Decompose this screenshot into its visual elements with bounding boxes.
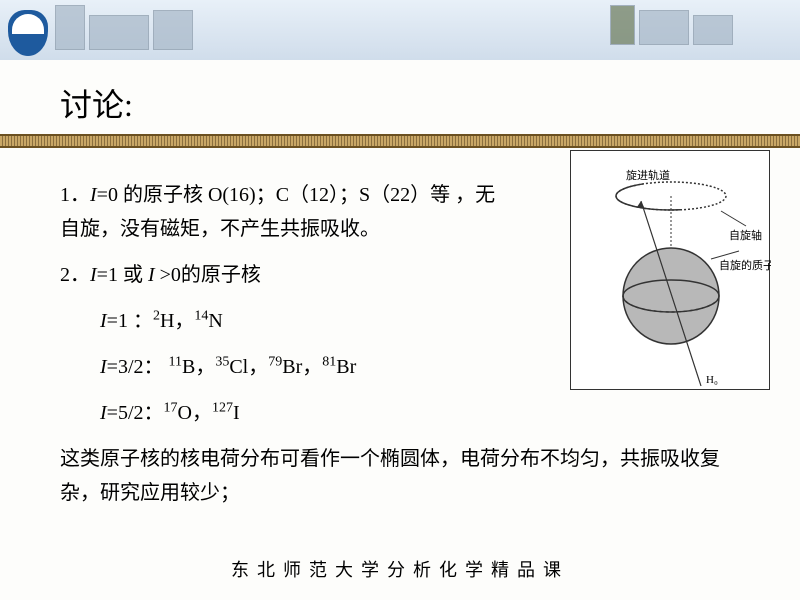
conclusion-text: 这类原子核的核电荷分布可看作一个椭圆体，电荷分布不均匀，共振吸收复杂，研究应用较… — [60, 442, 740, 510]
slide-content: 讨论: 1．I=0 的原子核 O(16)；C（12）；S（22）等 ，无自旋，没… — [0, 60, 800, 510]
slide-header — [0, 0, 800, 60]
point-2-intro: 2．I=1 或 I >0的原子核 — [60, 258, 500, 292]
precession-diagram: 旋进轨道 自旋轴 自旋的质子 H₀ — [570, 150, 770, 390]
point-2-line-2: I=3/2： 11B，35Cl，79Br，81Br — [60, 350, 500, 384]
point-1: 1．I=0 的原子核 O(16)；C（12）；S（22）等 ，无自旋，没有磁矩，… — [60, 178, 500, 246]
diagram-label-field: H₀ — [706, 374, 718, 386]
header-building-left — [55, 5, 235, 55]
university-logo — [8, 10, 48, 50]
point-2-line-3: I=5/2：17O，127I — [60, 396, 500, 430]
slide-title: 讨论: — [60, 80, 750, 126]
point-2-line-1: I=1 ：2H，14N — [60, 304, 500, 338]
body-text: 1．I=0 的原子核 O(16)；C（12）；S（22）等 ，无自旋，没有磁矩，… — [60, 178, 500, 430]
slide-footer: 东北师范大学分析化学精品课 — [0, 556, 800, 582]
diagram-label-axis: 自旋轴 — [729, 228, 762, 242]
diagram-label-proton: 自旋的质子 — [719, 258, 771, 272]
diagram-label-orbit: 旋进轨道 — [626, 168, 670, 182]
decorative-divider — [0, 134, 800, 148]
header-building-right — [610, 5, 790, 55]
